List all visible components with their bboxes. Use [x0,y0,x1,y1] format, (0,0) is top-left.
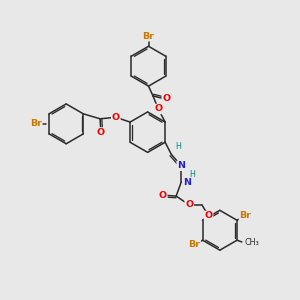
Text: O: O [97,128,105,137]
Text: O: O [159,191,167,200]
Text: Br: Br [188,241,200,250]
Text: CH₃: CH₃ [245,238,260,247]
Text: N: N [184,178,192,187]
Text: Br: Br [30,119,42,128]
Text: N: N [177,161,185,170]
Text: Br: Br [239,211,251,220]
Text: H: H [190,169,195,178]
Text: O: O [205,212,213,220]
Text: O: O [112,113,120,122]
Text: O: O [185,200,193,209]
Text: H: H [176,142,182,151]
Text: O: O [154,104,162,113]
Text: O: O [162,94,170,103]
Text: Br: Br [142,32,154,41]
